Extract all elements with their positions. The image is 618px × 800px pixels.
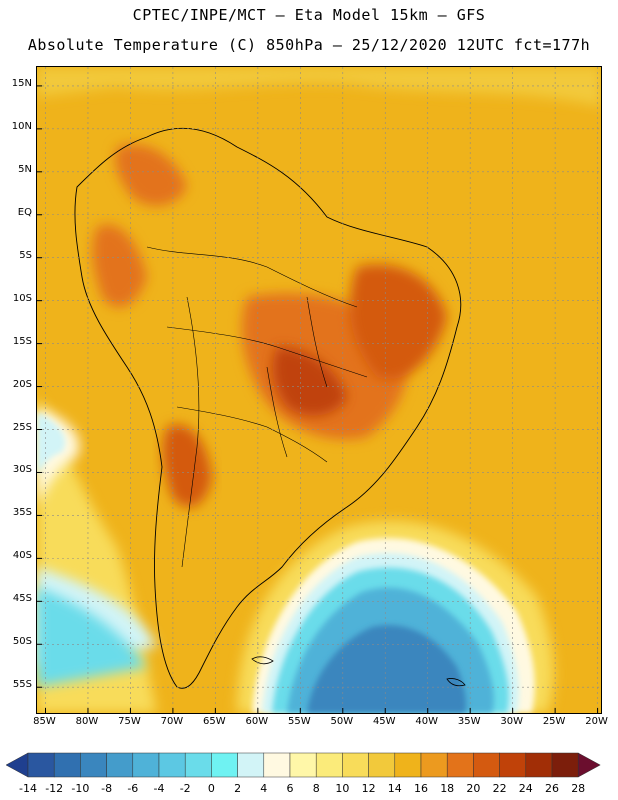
field-north-band [37, 67, 601, 107]
colorbar-box [184, 752, 212, 778]
lat-label: 25S [12, 421, 32, 433]
map-panel [36, 66, 602, 714]
island-2 [446, 678, 466, 687]
lat-label: 55S [12, 679, 32, 691]
colorbar-level-label: 4 [260, 782, 268, 795]
colorbar-box [315, 752, 343, 778]
colorbar-box [263, 752, 291, 778]
colorbar-box [473, 752, 500, 778]
colorbar [6, 752, 601, 778]
colorbar-box [394, 752, 422, 778]
colorbar-level-label: 20 [466, 782, 481, 795]
lat-label: 5S [19, 249, 32, 261]
lat-label: 10N [11, 120, 32, 132]
colorbar-level-label: 12 [361, 782, 376, 795]
colorbar-level-label: 2 [234, 782, 242, 795]
lon-label: 40W [415, 716, 439, 727]
colorbar-box [420, 752, 448, 778]
colorbar-level-label: -4 [153, 782, 165, 795]
lon-label: 50W [330, 716, 354, 727]
lon-label: 60W [245, 716, 269, 727]
colorbar-level-label: 22 [492, 782, 507, 795]
continent-outline [74, 127, 462, 689]
lon-label: 70W [160, 716, 184, 727]
lon-label: 25W [542, 716, 566, 727]
colorbar-level-label: 16 [414, 782, 428, 795]
border-andes [181, 296, 200, 568]
colorbar-level-label: 6 [286, 782, 294, 795]
colorbar-box [27, 752, 55, 778]
colorbar-level-label: -2 [179, 782, 191, 795]
colorbar-box [525, 752, 553, 778]
lon-label: 85W [33, 716, 56, 727]
field-andes-warm [92, 224, 147, 308]
border-2 [166, 326, 368, 378]
lat-label: 5N [18, 163, 32, 175]
colorbar-level-label: -6 [127, 782, 139, 795]
map-gridlines [37, 67, 601, 713]
colorbar-level-label: -12 [45, 782, 64, 795]
colorbar-arrow-low [6, 752, 29, 778]
field-atlantic-deep [307, 625, 467, 713]
field-pacific-cool [37, 412, 66, 477]
colorbar-level-label: 14 [387, 782, 402, 795]
colorbar-box [132, 752, 160, 778]
lat-label: 45S [12, 593, 32, 605]
lon-label: 45W [372, 716, 396, 727]
border-3 [176, 406, 328, 463]
lat-label: EQ [17, 206, 32, 218]
border-5 [306, 296, 328, 388]
title-line-2: Absolute Temperature (C) 850hPa – 25/12/… [27, 36, 591, 54]
lon-label: 80W [75, 716, 99, 727]
border-1 [146, 246, 358, 308]
field-pacific-cyan [37, 587, 147, 687]
island-1 [251, 656, 274, 665]
border-4 [266, 366, 288, 458]
colorbar-box [80, 752, 107, 778]
lat-label: 35S [12, 507, 32, 519]
lat-label: 50S [12, 636, 32, 648]
field-argentina-warm [162, 424, 212, 508]
colorbar-box [368, 752, 396, 778]
lat-label: 40S [12, 550, 32, 562]
colorbar-level-label: 8 [312, 782, 320, 795]
lon-label: 55W [288, 716, 311, 727]
lat-label: 20S [12, 378, 32, 390]
colorbar-level-label: 28 [571, 782, 586, 795]
colorbar-box [342, 752, 369, 778]
colorbar-box [211, 752, 238, 778]
colorbar-level-label: 0 [207, 782, 215, 795]
lat-label: 30S [12, 464, 32, 476]
title-line-1: CPTEC/INPE/MCT – Eta Model 15km – GFS [132, 6, 486, 24]
colorbar-level-label: 24 [518, 782, 533, 795]
colorbar-arrow-high [577, 752, 601, 778]
colorbar-box [499, 752, 527, 778]
colorbar-box [53, 752, 81, 778]
lon-label: 20W [585, 716, 608, 727]
temperature-map [37, 67, 601, 713]
colorbar-box [289, 752, 317, 778]
colorbar-level-label: 10 [335, 782, 350, 795]
lat-label: 15S [12, 335, 32, 347]
lat-label: 15N [11, 77, 32, 89]
colorbar-level-label: 18 [440, 782, 455, 795]
lon-label: 35W [457, 716, 481, 727]
colorbar-box [106, 752, 134, 778]
colorbar-box [446, 752, 474, 778]
field-north-warm [115, 144, 187, 206]
field-northeast-warm [349, 264, 447, 379]
field-brazil-hot [272, 347, 347, 416]
colorbar-level-label: 26 [545, 782, 559, 795]
lon-label: 75W [118, 716, 141, 727]
colorbar-level-label: -14 [19, 782, 37, 795]
colorbar-box [551, 752, 579, 778]
colorbar-box [158, 752, 186, 778]
colorbar-box [237, 752, 265, 778]
colorbar-level-label: -8 [101, 782, 113, 795]
colorbar-level-label: -10 [71, 782, 90, 795]
lon-label: 65W [203, 716, 226, 727]
lon-label: 30W [500, 716, 523, 727]
lat-label: 10S [12, 292, 32, 304]
